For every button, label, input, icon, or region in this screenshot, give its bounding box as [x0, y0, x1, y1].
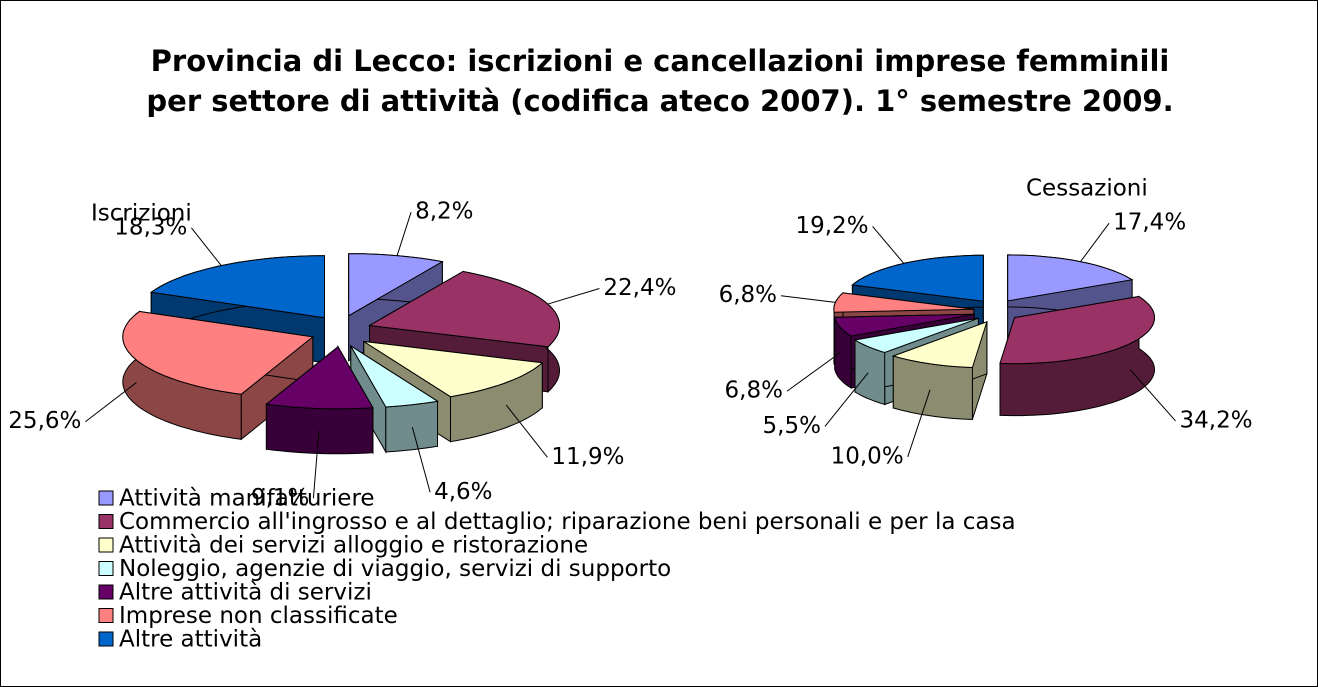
leader-line	[547, 288, 600, 305]
data-label: 5,5%	[763, 413, 821, 439]
leader-line	[505, 404, 548, 458]
legend-swatch	[98, 631, 114, 647]
pie-side	[385, 400, 438, 453]
pie-slice	[834, 313, 975, 337]
legend-label: Altre attività di servizi	[119, 580, 372, 606]
leader-line	[312, 430, 320, 499]
pie-slice	[348, 253, 444, 317]
pie-slice	[367, 270, 561, 348]
legend-swatch	[98, 537, 114, 553]
legend-label: Imprese non classificate	[119, 603, 398, 629]
pie-slice	[265, 346, 374, 410]
data-label: 19,2%	[795, 213, 868, 239]
chart-title: Provincia di Lecco: iscrizioni e cancell…	[146, 44, 1174, 118]
legend-swatch	[98, 584, 114, 600]
data-label: 18,3%	[114, 214, 187, 240]
legend-label: Altre attività	[119, 627, 262, 653]
data-label: 6,8%	[725, 378, 783, 404]
pie-side	[265, 403, 374, 455]
series-label: Iscrizioni	[91, 201, 192, 227]
series-label: Cessazioni	[1026, 176, 1148, 202]
data-label: 25,6%	[8, 408, 81, 434]
data-label: 17,4%	[1113, 210, 1186, 236]
leader-line	[824, 372, 869, 427]
data-label: 4,6%	[434, 479, 492, 505]
leader-line	[907, 389, 931, 458]
pie-slice	[363, 341, 544, 398]
leader-line	[411, 427, 431, 493]
pie-slice	[851, 254, 984, 302]
data-label: 8,2%	[415, 199, 473, 225]
data-label: 11,9%	[551, 444, 624, 470]
pie-slice	[1007, 254, 1134, 302]
legend-swatch	[98, 608, 114, 623]
legend-label: Attività manifatturiere	[119, 486, 375, 512]
legend-label: Noleggio, agenzie di viaggio, servizi di…	[119, 556, 671, 582]
legend-label: Commercio all'ingrosso e al dettaglio; r…	[119, 509, 1016, 535]
leader-line	[780, 295, 836, 303]
data-label: 10,0%	[831, 443, 904, 469]
pie-slice	[891, 320, 988, 369]
pie-slice	[149, 255, 325, 319]
leader-line	[1080, 222, 1110, 262]
leader-line	[1129, 369, 1176, 422]
legend-swatch	[98, 514, 114, 529]
pie-slice	[999, 295, 1156, 365]
data-label: 22,4%	[603, 275, 676, 301]
pie-slice	[122, 310, 315, 395]
data-label: 9,1%	[251, 485, 309, 511]
legend-swatch	[98, 490, 114, 506]
legend-label: Attività dei servizi alloggio e ristoraz…	[119, 533, 588, 559]
data-label: 6,8%	[719, 282, 777, 308]
leader-line	[85, 382, 137, 423]
leader-line	[190, 227, 222, 266]
data-label: 34,2%	[1180, 407, 1253, 433]
leader-line	[396, 212, 412, 256]
pie-slice	[350, 345, 439, 408]
leader-line	[786, 352, 841, 392]
legend-swatch	[98, 561, 114, 576]
leader-line	[872, 226, 905, 264]
pie-slice	[853, 317, 979, 354]
